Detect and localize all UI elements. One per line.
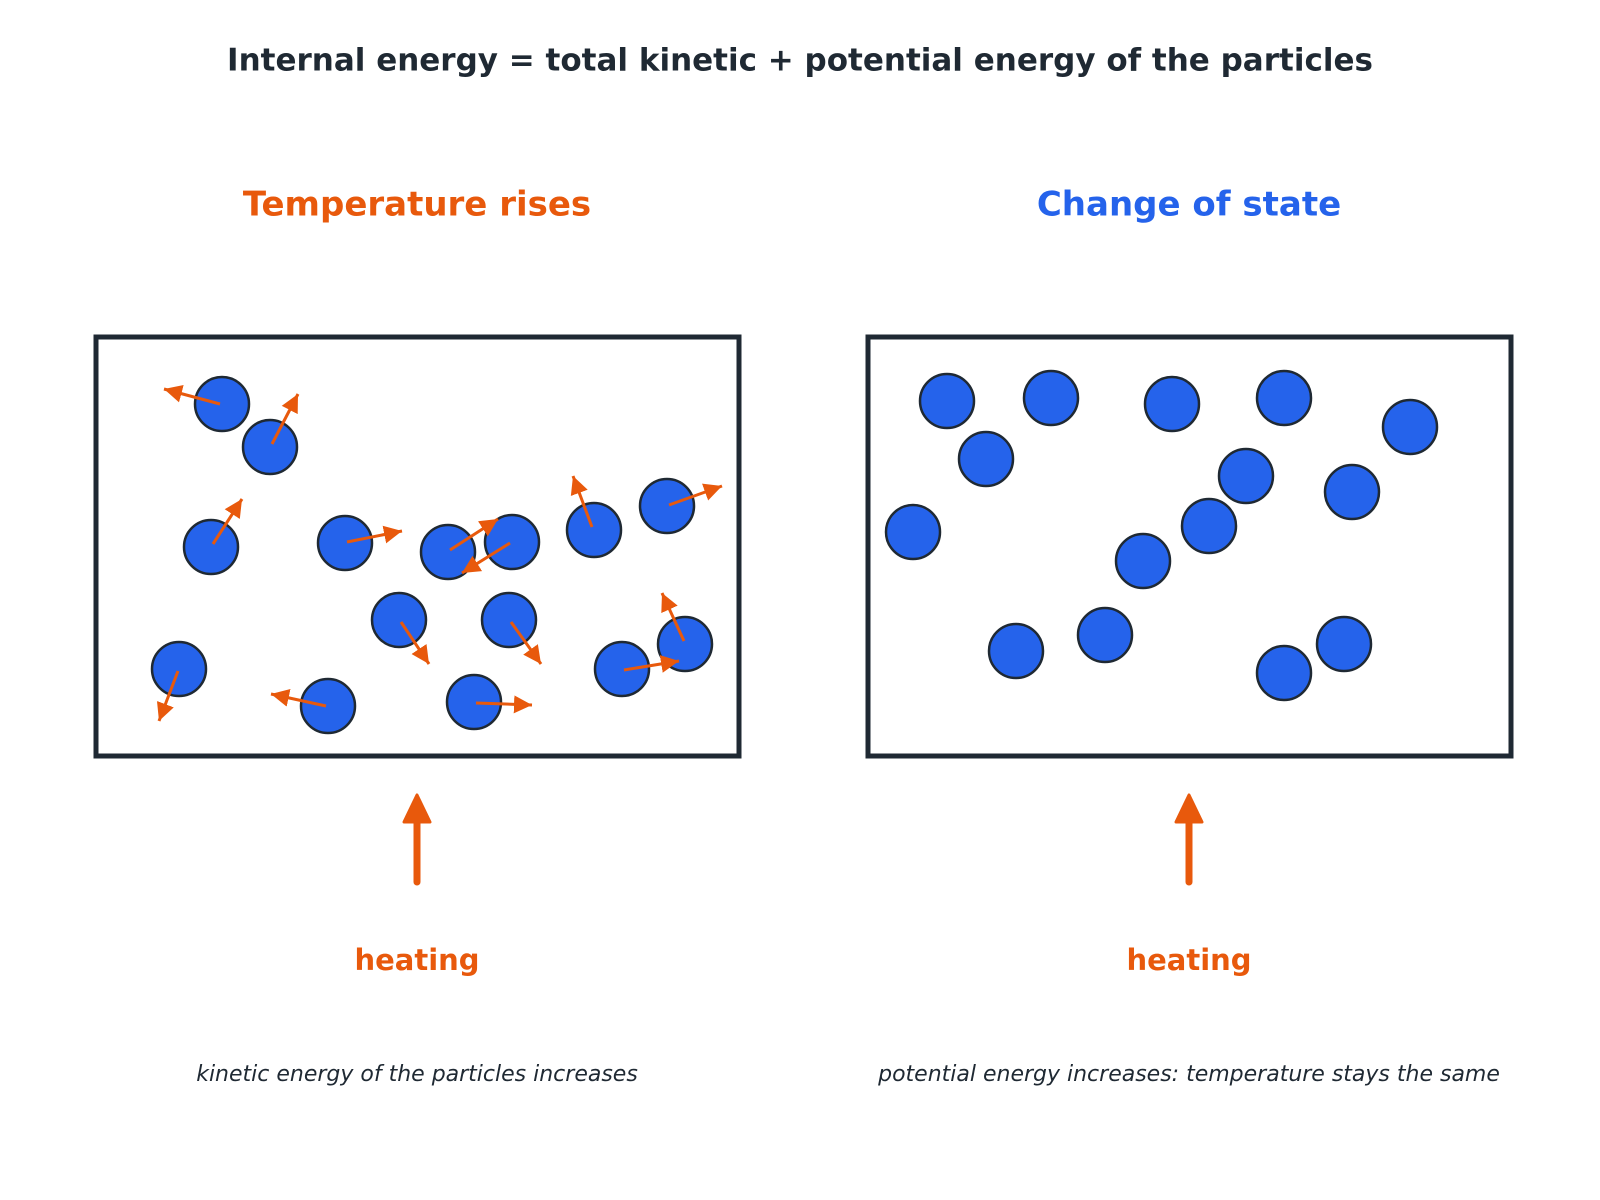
particle [150,640,208,698]
motion-arrow [156,670,180,722]
motion-arrow [270,393,300,445]
particle [1180,497,1238,555]
motion-arrow [449,517,499,552]
particle [419,523,477,581]
left-container-box [93,334,742,759]
motion-arrow [660,592,686,642]
left-particles-group [150,375,714,735]
particle [918,372,976,430]
particle [1255,369,1313,427]
particle [241,418,299,476]
particle [1217,447,1275,505]
particle [316,514,374,572]
particle [480,591,538,649]
particle [957,430,1015,488]
right-container-box [865,334,1514,759]
particle [987,622,1045,680]
motion-arrow [211,498,244,545]
particle [299,677,357,735]
left-heating-arrow [402,793,432,886]
left-heating-label: heating [354,943,479,977]
left-caption: kinetic energy of the particles increase… [196,1062,638,1087]
motion-arrow [623,655,680,673]
particle [445,673,503,731]
motion-arrow [270,689,327,708]
left-panel-heading: Temperature rises [243,185,591,225]
motion-arrow [346,525,403,544]
diagram-title: Internal energy = total kinetic + potent… [227,43,1373,79]
particle [1114,532,1172,590]
particle [1323,463,1381,521]
particle [1315,615,1373,673]
motion-arrow [461,541,511,575]
particle [370,591,428,649]
particle [593,640,651,698]
particle [1381,398,1439,456]
particle [1022,369,1080,427]
right-heating-arrow [1174,793,1204,886]
particle [565,501,623,559]
particle [1255,644,1313,702]
particle [193,375,251,433]
right-panel-heading: Change of state [1037,185,1341,225]
particle [1143,375,1201,433]
right-caption: potential energy increases: temperature … [877,1062,1500,1087]
motion-arrow [570,475,594,528]
particle [1076,606,1134,664]
particle [884,503,942,561]
motion-arrow [163,384,221,406]
motion-arrow [399,621,431,665]
motion-arrow [509,621,543,665]
right-heating-label: heating [1126,943,1251,977]
motion-arrow [668,483,723,507]
motion-arrows-group [156,384,723,722]
particle [182,518,240,576]
right-particles-group [884,369,1439,702]
particle [638,477,696,535]
particle [483,513,541,571]
motion-arrow [475,695,533,714]
